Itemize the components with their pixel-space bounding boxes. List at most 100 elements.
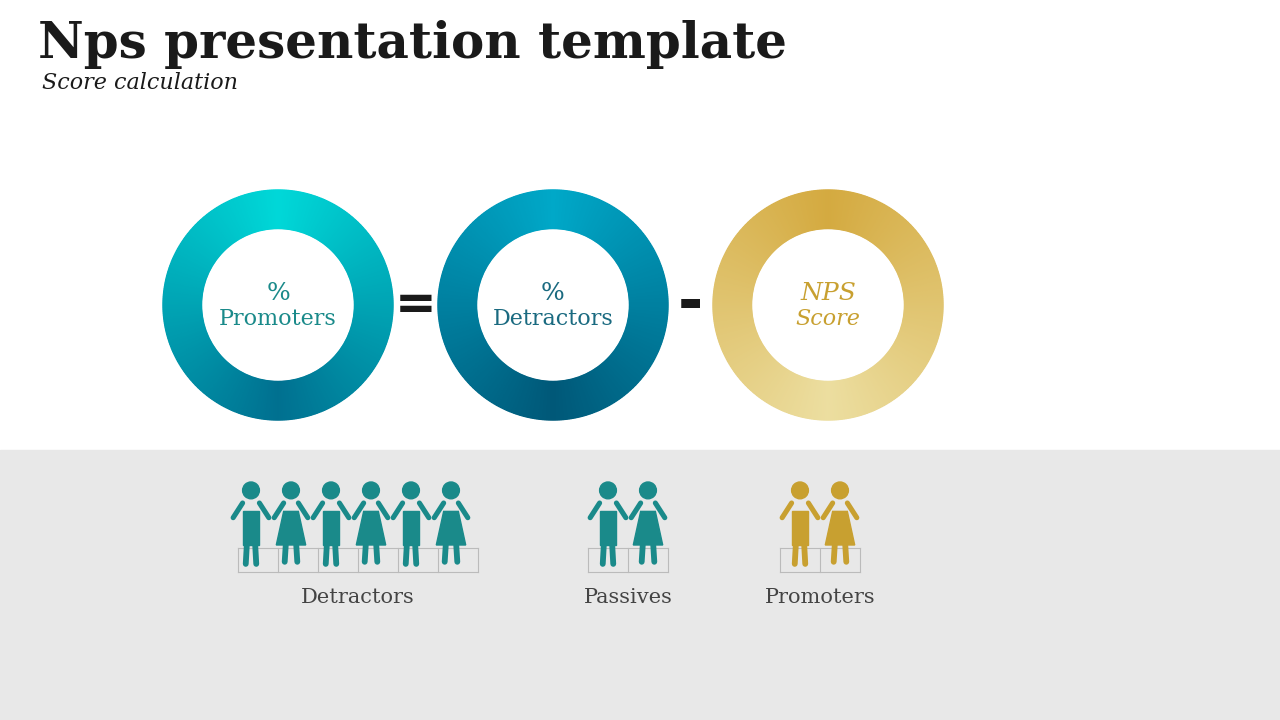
Wedge shape: [904, 299, 943, 302]
Wedge shape: [319, 369, 340, 402]
Wedge shape: [620, 340, 655, 359]
Wedge shape: [319, 207, 340, 241]
Wedge shape: [559, 381, 564, 420]
Wedge shape: [900, 266, 937, 280]
Wedge shape: [320, 368, 342, 402]
Wedge shape: [178, 342, 212, 362]
Wedge shape: [242, 377, 256, 415]
Wedge shape: [225, 373, 244, 408]
Wedge shape: [901, 323, 940, 335]
Wedge shape: [497, 372, 517, 407]
Wedge shape: [202, 362, 229, 393]
Wedge shape: [867, 205, 887, 240]
Wedge shape: [855, 197, 872, 235]
Wedge shape: [332, 224, 361, 252]
Wedge shape: [600, 363, 627, 395]
Wedge shape: [268, 381, 273, 420]
Wedge shape: [445, 331, 483, 346]
Wedge shape: [568, 192, 579, 231]
Wedge shape: [271, 381, 275, 420]
Wedge shape: [803, 192, 813, 231]
Wedge shape: [527, 379, 538, 418]
Wedge shape: [550, 190, 553, 229]
Wedge shape: [499, 372, 518, 408]
Circle shape: [323, 482, 339, 499]
Wedge shape: [590, 204, 611, 239]
Text: Detractors: Detractors: [493, 308, 613, 330]
Wedge shape: [609, 355, 640, 382]
Wedge shape: [722, 335, 759, 352]
Wedge shape: [781, 374, 799, 411]
Wedge shape: [445, 262, 483, 278]
Wedge shape: [822, 190, 826, 229]
Wedge shape: [755, 215, 781, 246]
Polygon shape: [826, 511, 855, 545]
Wedge shape: [607, 224, 636, 252]
Wedge shape: [713, 310, 753, 315]
Wedge shape: [873, 366, 897, 398]
Wedge shape: [524, 379, 535, 417]
Wedge shape: [163, 301, 202, 304]
Wedge shape: [259, 192, 266, 230]
Wedge shape: [353, 297, 393, 301]
Wedge shape: [169, 266, 206, 280]
Wedge shape: [600, 215, 627, 247]
Wedge shape: [250, 193, 261, 231]
Wedge shape: [818, 381, 823, 420]
Wedge shape: [785, 197, 801, 235]
Wedge shape: [864, 204, 883, 238]
Wedge shape: [438, 301, 477, 304]
Wedge shape: [517, 195, 531, 233]
Wedge shape: [504, 200, 522, 236]
Wedge shape: [266, 381, 271, 420]
Wedge shape: [835, 381, 840, 420]
Wedge shape: [723, 336, 759, 354]
Wedge shape: [330, 359, 360, 388]
Wedge shape: [826, 190, 828, 229]
Wedge shape: [886, 231, 918, 257]
Wedge shape: [178, 343, 212, 364]
Wedge shape: [623, 260, 659, 276]
Wedge shape: [772, 372, 792, 407]
Wedge shape: [828, 381, 829, 420]
Wedge shape: [353, 285, 392, 293]
Wedge shape: [352, 322, 390, 333]
Wedge shape: [608, 225, 637, 253]
Wedge shape: [338, 234, 370, 259]
Wedge shape: [604, 361, 631, 390]
Wedge shape: [758, 365, 782, 397]
Wedge shape: [899, 262, 936, 278]
Wedge shape: [320, 367, 344, 400]
Wedge shape: [547, 381, 550, 420]
Wedge shape: [248, 379, 260, 417]
Wedge shape: [850, 195, 864, 233]
Wedge shape: [440, 281, 479, 290]
Wedge shape: [296, 379, 306, 417]
Wedge shape: [457, 240, 490, 264]
Wedge shape: [352, 318, 392, 327]
Wedge shape: [317, 207, 339, 240]
Wedge shape: [588, 372, 607, 408]
Wedge shape: [264, 380, 270, 419]
Wedge shape: [561, 191, 567, 230]
Wedge shape: [863, 372, 882, 408]
Wedge shape: [623, 262, 660, 278]
Wedge shape: [301, 377, 314, 415]
Wedge shape: [799, 194, 810, 232]
Wedge shape: [447, 260, 483, 276]
Wedge shape: [764, 368, 787, 402]
Wedge shape: [585, 373, 603, 409]
Wedge shape: [628, 301, 668, 304]
Wedge shape: [824, 190, 827, 229]
Wedge shape: [748, 360, 776, 389]
Wedge shape: [616, 240, 649, 264]
Wedge shape: [212, 210, 236, 243]
Wedge shape: [326, 362, 353, 393]
Wedge shape: [284, 381, 291, 420]
Wedge shape: [883, 225, 913, 253]
Wedge shape: [326, 215, 352, 247]
Wedge shape: [584, 200, 602, 236]
Wedge shape: [591, 205, 612, 240]
Wedge shape: [792, 195, 806, 233]
Wedge shape: [739, 231, 769, 257]
